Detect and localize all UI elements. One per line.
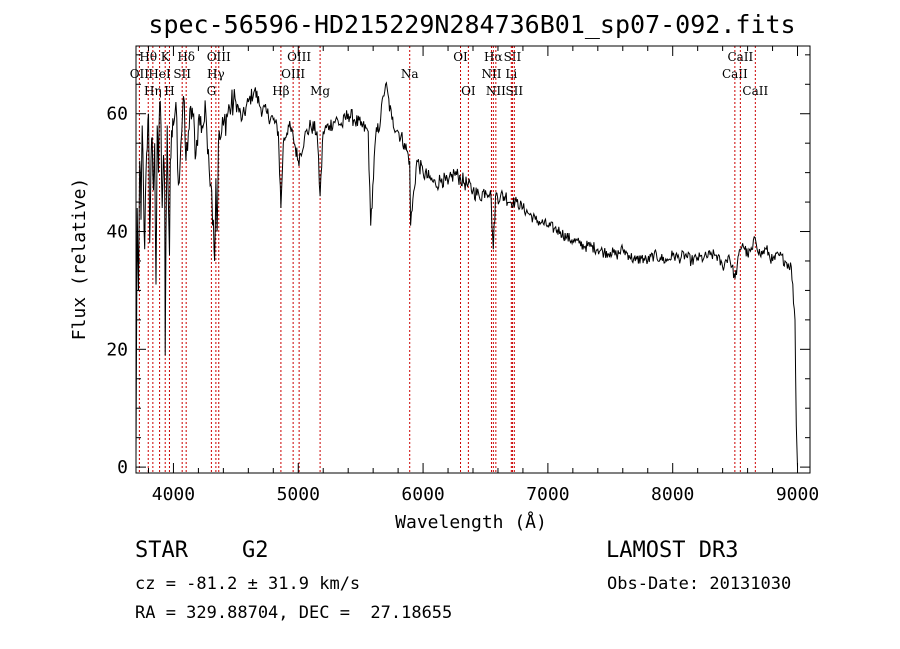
x-axis-ticks: 4000 5000 6000 7000 8000 9000 [147, 46, 819, 505]
y-axis-label: Flux (relative) [69, 178, 90, 341]
x-tick-label-3: 7000 [526, 484, 569, 505]
line-label-16: OI [453, 50, 468, 64]
line-label-20: NII [486, 84, 506, 98]
x-tick-label-2: 6000 [401, 484, 444, 505]
survey-name: LAMOST DR3 [606, 538, 739, 563]
line-label-3: HeI [148, 67, 171, 81]
line-label-19: Hα [484, 50, 503, 64]
redshift-velocity: cz = -81.2 ± 31.9 km/s [135, 574, 361, 594]
y-tick-label-2: 40 [106, 222, 128, 243]
chart-title: spec-56596-HD215229N284736B01_sp07-092.f… [148, 10, 795, 39]
x-tick-label-4: 8000 [651, 484, 694, 505]
line-label-0: OII [130, 67, 150, 81]
line-label-11: Hβ [272, 84, 289, 98]
line-label-5: H [164, 84, 174, 98]
line-label-25: CaII [727, 50, 753, 64]
spectral-line-markers: OII Hθ Hη HeI K H SII Hδ G Hγ OIII Hβ OIII OIII Mg Na OI… [130, 46, 768, 473]
line-label-4: K [161, 50, 171, 64]
line-label-8: G [207, 84, 217, 98]
line-label-6: SII [173, 67, 191, 81]
line-label-15: Na [401, 67, 419, 81]
x-tick-label-0: 4000 [152, 484, 195, 505]
y-tick-label-3: 60 [106, 104, 128, 125]
line-label-13: OIII [287, 50, 311, 64]
line-label-22: SII [504, 50, 522, 64]
x-tick-label-5: 9000 [776, 484, 819, 505]
line-label-2: Hη [144, 84, 162, 98]
line-label-7: Hδ [177, 50, 195, 64]
y-tick-label-0: 0 [117, 457, 128, 478]
line-label-14: Mg [310, 84, 330, 98]
line-label-17: OI [461, 84, 476, 98]
line-label-23: SII [505, 84, 523, 98]
object-class: STAR [135, 538, 188, 563]
line-label-1: Hθ [139, 50, 157, 64]
coordinates: RA = 329.88704, DEC = 27.18655 [135, 603, 453, 623]
y-tick-label-1: 20 [106, 339, 128, 360]
line-label-21: Li [505, 67, 517, 81]
line-label-24: CaII [722, 67, 748, 81]
line-label-10: OIII [207, 50, 231, 64]
line-label-12: OIII [281, 67, 305, 81]
x-axis-label: Wavelength (Å) [395, 511, 547, 533]
observation-date: Obs-Date: 20131030 [607, 574, 792, 594]
spectrum-line [135, 81, 798, 468]
line-label-18: NII [481, 67, 501, 81]
x-tick-label-1: 5000 [277, 484, 320, 505]
object-subclass: G2 [242, 538, 269, 563]
line-label-9: Hγ [207, 67, 225, 81]
line-label-26: CaII [742, 84, 768, 98]
